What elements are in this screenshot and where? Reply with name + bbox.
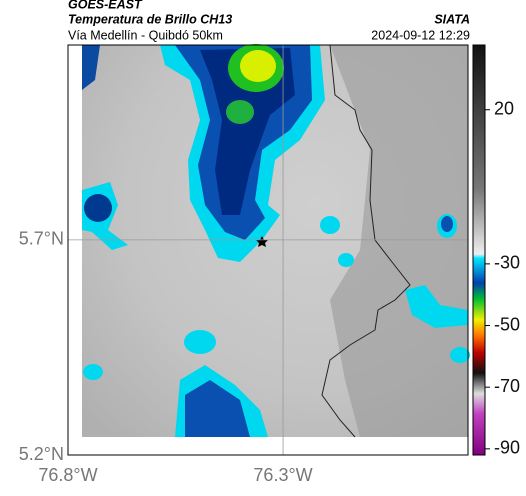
cloud: [320, 216, 340, 234]
subtitle: Temperatura de Brillo CH13: [68, 12, 232, 26]
map-frame: [67, 44, 469, 456]
cloud: [83, 364, 103, 380]
cloud: [82, 45, 100, 90]
cloud: [441, 216, 453, 232]
title: GOES-EAST: [68, 0, 143, 11]
colorbar: [472, 44, 486, 456]
colorbar-tick-label: -70: [494, 376, 520, 396]
y-tick-label: 5.7°N: [19, 229, 64, 249]
colorbar-tick-label: 20: [494, 98, 514, 118]
cloud: [338, 253, 354, 267]
colorbar-tick-label: -50: [494, 314, 520, 334]
cloud: [184, 330, 216, 354]
cloud: [185, 380, 250, 437]
cloud: [84, 194, 112, 222]
x-tick-label: 76.8°W: [38, 465, 97, 485]
colorbar-tick-label: -90: [494, 438, 520, 458]
dark-region: [330, 45, 468, 437]
y-tick-label: 5.2°N: [19, 444, 64, 464]
boundary: [321, 44, 411, 438]
region: Vía Medellín - Quibdó 50km: [68, 28, 223, 42]
cloud: [200, 48, 295, 215]
cloud: [450, 347, 470, 363]
colorbar-tick-label: -30: [494, 253, 520, 273]
imagery: [82, 44, 470, 438]
labels: 76.8°W 76.3°W 5.2°N 5.7°N 20 -30 -50 -70 -90: [19, 98, 520, 484]
cloud: [240, 50, 276, 82]
source: SIATA: [434, 12, 470, 26]
datetime: 2024-09-12 12:29: [371, 28, 470, 42]
header: GOES-EAST Temperatura de Brillo CH13 Vía…: [68, 0, 470, 42]
cloud: [405, 285, 468, 328]
x-tick-label: 76.3°W: [253, 465, 312, 485]
cloud: [226, 100, 254, 124]
station-marker: [256, 236, 268, 247]
